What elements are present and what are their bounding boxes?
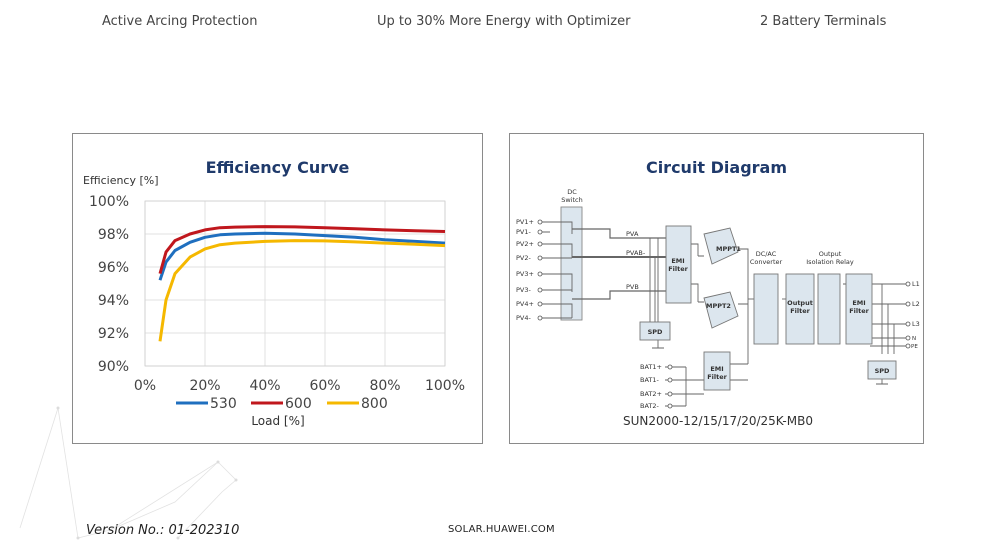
y-tick-label: 92% [98,326,129,342]
mppt1-label: MPPT1 [716,245,741,253]
circuit-diagram-panel: Circuit Diagram [509,133,924,444]
x-tick-label: 20% [189,378,220,394]
dc-switch-label-1: DC [567,188,577,196]
bat-label: BAT2- [640,402,660,410]
emi-bat-label: Filter [707,373,727,381]
relay-label: Output [819,250,842,258]
pv-label: PV4- [516,314,532,322]
efficiency-chart: Efficiency [%] 90% 92% 94% 96% 98% 100% 0% 20%… [83,174,465,428]
bat-label: BAT1+ [640,363,662,371]
emi-ac-label: EMI [852,299,865,307]
ac-label: PE [911,344,918,350]
ac-label: L2 [912,300,920,308]
series-line-600 [158,225,446,275]
series-line-530 [158,231,446,281]
dc-switch-label-2: Switch [561,196,583,204]
bat-label: BAT2+ [640,390,662,398]
x-tick-label: 80% [369,378,400,394]
spd-ac-block [867,360,897,380]
dcac-label: DC/AC [756,250,777,258]
emi-filter-bat-block [703,351,731,391]
x-axis-label: Load [%] [251,414,304,428]
y-tick-labels: 90% 92% 94% 96% 98% 100% [89,194,129,375]
plot-area-border [144,200,446,367]
ac-label: L1 [912,280,920,288]
model-caption: SUN2000-12/15/17/20/25K-MB0 [623,414,813,428]
output-filter-block [785,273,815,345]
pv-label: PV2- [516,254,532,262]
version-number: Version No.: 01-202310 [86,523,240,538]
emi-label: EMI [671,257,684,265]
y-axis-label: Efficiency [%] [83,174,159,187]
efficiency-curve-panel: Efficiency Curve Efficiency [%] 90% 92% 94… [72,133,483,444]
mppt2-label: MPPT2 [706,302,731,310]
x-tick-labels: 0% 20% 40% 60% 80% 100% [134,378,465,394]
feature-arcing-protection: Active Arcing Protection [102,14,258,29]
emi-filter-dc-block [665,225,692,304]
mppt1-block [703,227,739,265]
output-relay-block [817,273,841,345]
ac-label: L3 [912,320,920,328]
legend-label-800: 800 [361,396,388,412]
dcac-converter-block [753,273,779,345]
y-tick-label: 98% [98,227,129,243]
decorative-network-lines [19,406,238,540]
bat-label: BAT1- [640,376,660,384]
circuit-diagram: DC Switch PV1+ PV1- PV2+ PV2- PV3+ PV3- … [516,188,920,428]
feature-battery-terminals: 2 Battery Terminals [760,14,887,29]
ac-label: N [912,336,916,342]
pv-label: PV2+ [516,240,534,248]
pv-label: PV1- [516,228,532,236]
spd-ac-label: SPD [875,367,890,375]
pva-label: PVA [626,230,639,238]
relay-label: Isolation Relay [806,258,854,266]
circuit-panel-title: Circuit Diagram [645,158,788,177]
y-tick-label: 100% [89,194,129,210]
x-tick-label: 40% [249,378,280,394]
pv-label: PV3+ [516,270,534,278]
x-tick-label: 0% [134,378,156,394]
feature-optimizer-energy: Up to 30% More Energy with Optimizer [377,14,631,29]
dcac-label: Converter [750,258,783,266]
efficiency-panel-title: Efficiency Curve [205,158,350,177]
output-filter-label: Filter [790,307,810,315]
output-filter-label: Output [787,299,813,307]
y-tick-label: 90% [98,359,129,375]
series-line-800 [158,239,446,342]
legend-label-600: 600 [285,396,312,412]
spd-dc-block [639,321,671,341]
dc-switch-box [560,206,583,321]
website-link[interactable]: SOLAR.HUAWEI.COM [448,524,555,535]
pv-label: PV1+ [516,218,534,226]
emi-ac-label: Filter [849,307,869,315]
emi-bat-label: EMI [710,365,723,373]
pvab-label: PVAB- [626,249,646,257]
legend-label-530: 530 [210,396,237,412]
emi-filter-ac-block [845,273,873,345]
x-tick-label: 60% [309,378,340,394]
y-tick-label: 94% [98,293,129,309]
pvb-label: PVB [626,283,639,291]
spd-label: SPD [648,328,663,336]
y-tick-label: 96% [98,260,129,276]
chart-series [158,225,446,342]
pv-label: PV4+ [516,300,534,308]
chart-legend: 530 600 800 [176,396,388,412]
emi-label: Filter [668,265,688,273]
mppt2-block [703,291,739,329]
pv-label: PV3- [516,286,532,294]
x-tick-label: 100% [425,378,465,394]
